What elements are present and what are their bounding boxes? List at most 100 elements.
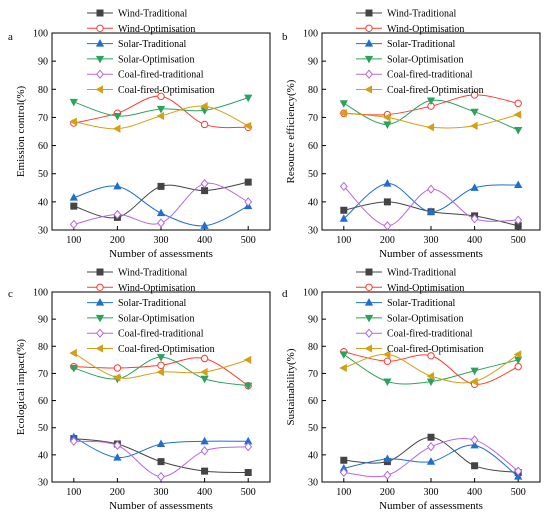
data-point (339, 109, 347, 118)
legend-label: Wind-Optimisation (118, 283, 195, 294)
series-coal-fired-traditional (339, 181, 523, 231)
data-point (426, 378, 436, 387)
series-coal-fired-traditional (69, 178, 253, 230)
y-tick-label: 50 (38, 169, 48, 180)
legend-label: Coal-fired-traditional (118, 70, 204, 81)
data-point (339, 351, 348, 359)
y-tick-label: 100 (33, 288, 48, 299)
y-tick-label: 80 (38, 85, 48, 96)
data-point (113, 209, 122, 220)
data-point (383, 179, 392, 187)
y-axis-label: Sustainability(%) (285, 348, 297, 425)
data-point (156, 354, 166, 362)
series-solar-optimisation (339, 351, 523, 387)
legend-marker (364, 344, 373, 353)
y-tick-label: 60 (308, 396, 318, 407)
legend-label: Coal-fired-Optimisation (118, 85, 215, 96)
data-point (112, 373, 121, 382)
panel-letter: b (282, 31, 288, 43)
data-point (427, 352, 435, 360)
legend-marker (96, 283, 104, 291)
y-tick-label: 90 (38, 315, 48, 326)
legend-label: Solar-Optimisation (118, 54, 194, 65)
legend: Wind-Traditional Wind-Optimisation Solar-T… (87, 268, 215, 355)
legend-label: Wind-Traditional (387, 9, 456, 20)
y-tick-label: 70 (308, 113, 318, 124)
data-point (200, 375, 209, 384)
legend-label: Wind-Optimisation (387, 24, 464, 35)
y-tick-label: 70 (308, 369, 318, 380)
y-tick-label: 70 (38, 113, 48, 124)
y-tick-label: 100 (33, 29, 48, 40)
data-point (244, 442, 253, 452)
x-tick-label: 400 (197, 487, 212, 498)
data-point (470, 214, 479, 224)
x-tick-label: 100 (336, 487, 351, 498)
data-point (426, 207, 436, 215)
data-point (243, 355, 252, 365)
y-tick-label: 50 (308, 169, 318, 180)
data-point (113, 112, 122, 121)
data-point (201, 187, 209, 195)
y-tick-label: 80 (308, 342, 318, 353)
legend-label: Wind-Traditional (118, 268, 187, 279)
legend-label: Coal-fired-traditional (118, 329, 204, 340)
series-wind-traditional (340, 433, 522, 476)
legend-label: Solar-Traditional (118, 298, 187, 309)
data-point (113, 364, 122, 372)
x-tick-label: 200 (380, 235, 395, 246)
x-tick-label: 200 (110, 235, 125, 246)
legend-marker (95, 314, 105, 323)
data-point (156, 105, 166, 114)
series-coal-fired-optimisation (339, 109, 522, 132)
y-tick-label: 100 (303, 288, 318, 299)
y-tick-label: 30 (308, 478, 318, 489)
x-tick-label: 300 (424, 487, 439, 498)
series-solar-optimisation (339, 97, 523, 135)
data-point (113, 181, 122, 190)
legend-marker (96, 328, 104, 338)
legend-marker (365, 24, 373, 32)
legend-marker (96, 24, 104, 32)
data-point (157, 458, 165, 466)
legend-label: Coal-fired-traditional (387, 329, 473, 340)
x-tick-label: 400 (467, 487, 482, 498)
y-tick-label: 80 (308, 85, 318, 96)
data-point (470, 435, 479, 445)
data-point (200, 446, 209, 456)
x-axis-label: Number of assessments (379, 500, 483, 512)
data-point (69, 219, 78, 230)
data-point (471, 462, 479, 470)
legend-label: Wind-Optimisation (118, 24, 195, 35)
y-tick-label: 40 (308, 450, 318, 461)
x-tick-label: 500 (241, 487, 256, 498)
legend-label: Wind-Traditional (387, 268, 456, 279)
data-point (383, 454, 392, 462)
y-tick-label: 90 (308, 57, 318, 68)
legend-marker (96, 268, 104, 276)
legend-marker (365, 283, 373, 291)
series-coal-fired-optimisation (69, 348, 252, 382)
series-coal-fired-optimisation (339, 350, 522, 386)
data-point (427, 184, 435, 194)
data-point (470, 108, 479, 117)
data-point (200, 102, 208, 111)
y-axis-label: Resource efficiency(%) (285, 79, 297, 183)
data-point (382, 113, 391, 122)
data-point (113, 453, 122, 461)
panel-c: c 30 40 50 60 70 80 90 100 100 200 300 400 500 Number … (8, 268, 271, 512)
data-point (156, 111, 165, 121)
y-axis-label: Emission control(%) (15, 85, 27, 177)
legend-marker (365, 9, 373, 17)
y-tick-label: 50 (38, 423, 48, 434)
x-tick-label: 400 (197, 235, 212, 246)
data-point (514, 362, 522, 371)
data-point (427, 442, 435, 452)
legend-marker (365, 69, 373, 79)
data-point (383, 198, 391, 206)
data-point (339, 467, 348, 478)
y-tick-label: 60 (38, 396, 48, 407)
x-tick-label: 100 (336, 235, 351, 246)
y-tick-label: 100 (303, 29, 318, 40)
